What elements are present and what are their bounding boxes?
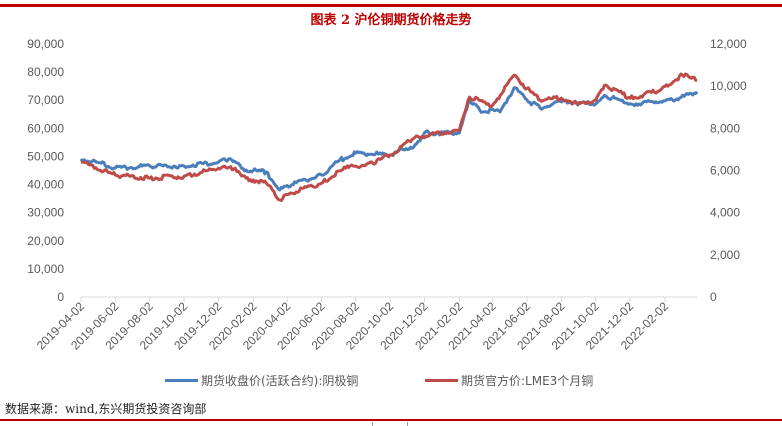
line-chart: 0 10,000 20,000 30,000 40,000 50,000 60,000 70,… — [27, 37, 747, 353]
legend-item-lme: 期货官方价:LME3个月铜 — [425, 372, 593, 389]
y-left-tick-label: 40,000 — [27, 178, 64, 192]
chart-title: 图表 2 沪伦铜期货价格走势 — [310, 13, 472, 28]
y-right-tick-label: 8,000 — [710, 121, 740, 135]
y-left-tick-label: 0 — [57, 290, 64, 304]
x-axis-ticks — [80, 297, 666, 302]
legend-label-shfe: 期货收盘价(活跃合约):阴极铜 — [201, 374, 359, 388]
y-right-tick-label: 2,000 — [710, 248, 740, 262]
series-line-lme-copper — [81, 72, 698, 202]
right-y-axis: 0 2,000 4,000 6,000 8,000 10,000 12,000 — [710, 37, 747, 304]
y-right-tick-label: 10,000 — [710, 79, 747, 93]
y-left-tick-label: 90,000 — [27, 37, 64, 51]
y-left-tick-label: 70,000 — [27, 93, 64, 107]
left-y-axis: 0 10,000 20,000 30,000 40,000 50,000 60,000 70,… — [27, 37, 64, 304]
y-left-tick-label: 30,000 — [27, 206, 64, 220]
legend-item-shfe: 期货收盘价(活跃合约):阴极铜 — [165, 372, 358, 389]
bottom-rule — [0, 419, 782, 421]
top-rule — [0, 4, 782, 7]
y-right-tick-label: 0 — [710, 290, 717, 304]
y-right-tick-label: 6,000 — [710, 164, 740, 178]
y-left-tick-label: 60,000 — [27, 121, 64, 135]
data-source-note: 数据来源：wind,东兴期货投资咨询部 — [5, 402, 207, 416]
legend-swatch-blue — [165, 379, 198, 382]
legend-label-lme: 期货官方价:LME3个月铜 — [461, 374, 594, 388]
y-left-tick-label: 80,000 — [27, 65, 64, 79]
y-left-tick-label: 50,000 — [27, 149, 64, 163]
y-right-tick-label: 12,000 — [710, 37, 747, 51]
scroll-handle — [372, 422, 408, 426]
y-left-tick-label: 20,000 — [27, 234, 64, 248]
x-axis-labels: 2019-04-022019-06-022019-08-022019-10-02… — [34, 299, 672, 353]
y-right-tick-label: 4,000 — [710, 206, 740, 220]
series-line-shfe-copper — [79, 86, 699, 192]
series-lines — [79, 72, 699, 202]
legend-swatch-red — [425, 379, 458, 382]
y-left-tick-label: 10,000 — [27, 262, 64, 276]
legend: 期货收盘价(活跃合约):阴极铜 期货官方价:LME3个月铜 — [0, 372, 782, 390]
